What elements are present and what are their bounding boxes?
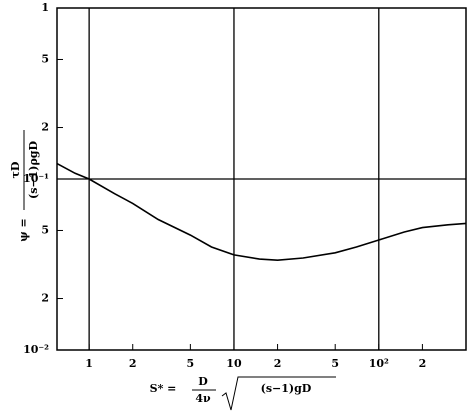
x-tick-label: 10²	[369, 357, 389, 370]
x-tick-label: 2	[419, 357, 427, 370]
curve	[56, 162, 467, 262]
y-tick-label: 5	[41, 52, 49, 65]
x-label-root: (s−1)gD	[261, 382, 312, 395]
y-label-lhs: ψ =	[17, 218, 30, 241]
y-tick-label: 2	[41, 121, 49, 134]
sqrt-sign	[221, 376, 336, 411]
y-tick-label: 10⁻¹	[23, 172, 49, 185]
y-label-den: (s−1)ρgD	[27, 141, 40, 199]
x-label-lhs: S* =	[150, 382, 177, 395]
y-label: ψ = τD (s−1)ρgD	[9, 130, 40, 242]
y-tick-label: 5	[41, 223, 49, 236]
x-label-den: 4ν	[195, 392, 211, 405]
x-tick-label: 10	[226, 357, 242, 370]
y-label-num: τD	[9, 161, 22, 178]
y-tick-label: 1	[41, 1, 49, 14]
y-tick-label: 10⁻²	[23, 343, 49, 356]
y-tick-label: 2	[41, 292, 49, 305]
x-tick-label: 1	[85, 357, 93, 370]
x-tick-label: 5	[331, 357, 339, 370]
x-tick-label: 2	[274, 357, 282, 370]
x-label-num: D	[198, 375, 208, 388]
x-tick-label: 5	[187, 357, 195, 370]
x-tick-label: 2	[129, 357, 137, 370]
